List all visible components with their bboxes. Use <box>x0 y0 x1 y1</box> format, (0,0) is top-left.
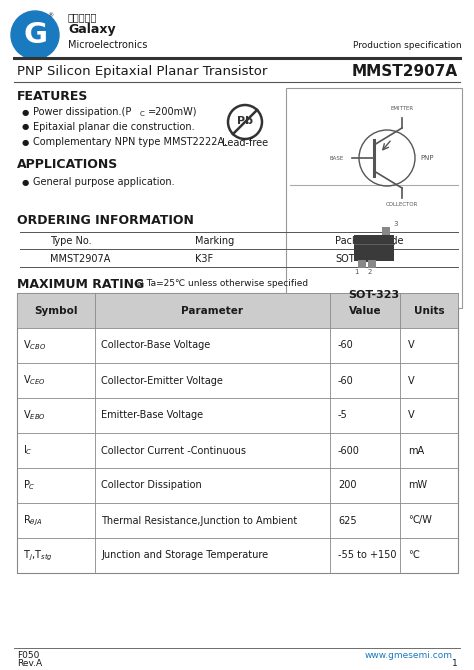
Text: Parameter: Parameter <box>182 306 244 316</box>
Text: mA: mA <box>408 446 424 456</box>
Text: Production specification: Production specification <box>354 40 462 50</box>
Text: Type No.: Type No. <box>50 236 91 246</box>
Text: Collector-Base Voltage: Collector-Base Voltage <box>101 340 210 350</box>
Text: General purpose application.: General purpose application. <box>33 177 174 187</box>
Bar <box>358 260 366 268</box>
Text: V: V <box>408 340 415 350</box>
Text: -600: -600 <box>338 446 360 456</box>
Text: BASE: BASE <box>330 155 344 161</box>
Text: I$_C$: I$_C$ <box>23 444 33 458</box>
Text: Galaxy: Galaxy <box>68 23 116 36</box>
Text: V: V <box>408 411 415 421</box>
Text: -60: -60 <box>338 375 354 385</box>
Text: 2: 2 <box>368 269 372 275</box>
Text: COLLECTOR: COLLECTOR <box>386 202 418 206</box>
Text: ℃: ℃ <box>408 551 419 561</box>
Text: ®: ® <box>47 13 53 19</box>
Circle shape <box>11 11 59 59</box>
Bar <box>17 293 458 573</box>
Text: 1: 1 <box>452 659 458 669</box>
Text: F050: F050 <box>17 651 39 661</box>
Text: Power dissipation.(P: Power dissipation.(P <box>33 107 131 117</box>
Text: Collector-Emitter Voltage: Collector-Emitter Voltage <box>101 375 223 385</box>
Text: Symbol: Symbol <box>34 306 78 316</box>
Text: 1: 1 <box>354 269 358 275</box>
Text: V$_{EBO}$: V$_{EBO}$ <box>23 409 46 422</box>
Text: MAXIMUM RATING: MAXIMUM RATING <box>17 277 144 291</box>
Bar <box>286 88 462 308</box>
Text: T$_j$,T$_{stg}$: T$_j$,T$_{stg}$ <box>23 548 53 563</box>
Text: 银河微电子: 银河微电子 <box>68 12 97 22</box>
Text: EMITTER: EMITTER <box>391 105 413 111</box>
Text: Pb: Pb <box>237 116 253 126</box>
Text: MMST2907A: MMST2907A <box>50 254 110 264</box>
Text: G: G <box>24 21 48 49</box>
Text: SOT-323: SOT-323 <box>335 254 376 264</box>
Text: www.gmesemi.com: www.gmesemi.com <box>365 651 453 659</box>
Text: SOT-323: SOT-323 <box>348 290 400 300</box>
Text: Lead-free: Lead-free <box>222 138 268 148</box>
Text: Epitaxial planar die construction.: Epitaxial planar die construction. <box>33 122 195 132</box>
Text: APPLICATIONS: APPLICATIONS <box>17 159 118 172</box>
Text: FEATURES: FEATURES <box>17 90 88 103</box>
Text: ●: ● <box>22 178 29 186</box>
Text: ORDERING INFORMATION: ORDERING INFORMATION <box>17 214 194 226</box>
Text: MMST2907A: MMST2907A <box>352 64 458 80</box>
Text: -5: -5 <box>338 411 348 421</box>
Bar <box>368 260 376 268</box>
Text: V$_{CBO}$: V$_{CBO}$ <box>23 338 46 352</box>
Text: Package Code: Package Code <box>335 236 403 246</box>
Bar <box>17 293 458 328</box>
Text: R$_{\theta JA}$: R$_{\theta JA}$ <box>23 513 42 528</box>
Text: @ Ta=25℃ unless otherwise specified: @ Ta=25℃ unless otherwise specified <box>132 279 308 289</box>
Text: PNP Silicon Epitaxial Planar Transistor: PNP Silicon Epitaxial Planar Transistor <box>17 66 267 78</box>
Text: PNP: PNP <box>420 155 434 161</box>
Text: Collector Current -Continuous: Collector Current -Continuous <box>101 446 246 456</box>
Text: Marking: Marking <box>195 236 234 246</box>
Text: Rev.A: Rev.A <box>17 659 42 669</box>
Text: V: V <box>408 375 415 385</box>
Text: 3: 3 <box>394 221 398 227</box>
Text: ℃/W: ℃/W <box>408 515 432 525</box>
Text: Emitter-Base Voltage: Emitter-Base Voltage <box>101 411 203 421</box>
Text: =200mW): =200mW) <box>148 107 198 117</box>
Text: -60: -60 <box>338 340 354 350</box>
Text: Value: Value <box>349 306 381 316</box>
Text: -55 to +150: -55 to +150 <box>338 551 396 561</box>
Text: K3F: K3F <box>195 254 213 264</box>
Bar <box>354 235 394 261</box>
Text: C: C <box>140 111 145 117</box>
Text: mW: mW <box>408 480 427 490</box>
Text: ●: ● <box>22 123 29 131</box>
Text: Thermal Resistance,Junction to Ambient: Thermal Resistance,Junction to Ambient <box>101 515 297 525</box>
Text: Complementary NPN type MMST2222A.: Complementary NPN type MMST2222A. <box>33 137 227 147</box>
Text: ●: ● <box>22 137 29 147</box>
Text: P$_C$: P$_C$ <box>23 478 36 492</box>
Text: V$_{CEO}$: V$_{CEO}$ <box>23 374 46 387</box>
Text: Junction and Storage Temperature: Junction and Storage Temperature <box>101 551 268 561</box>
Text: 200: 200 <box>338 480 356 490</box>
Text: ●: ● <box>22 107 29 117</box>
Text: 625: 625 <box>338 515 356 525</box>
Bar <box>382 227 390 235</box>
Text: Units: Units <box>414 306 444 316</box>
Text: Microelectronics: Microelectronics <box>68 40 147 50</box>
Text: Collector Dissipation: Collector Dissipation <box>101 480 202 490</box>
